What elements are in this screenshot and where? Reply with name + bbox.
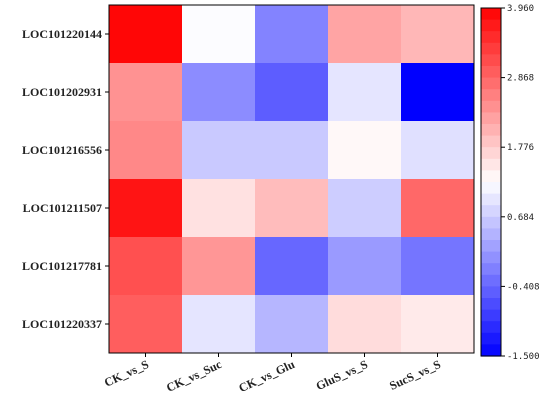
row-label: LOC101220144: [22, 27, 102, 41]
colorbar-tick-label: 3.960: [507, 4, 534, 14]
colorbar-tick-label: 0.684: [507, 213, 534, 223]
colorbar-segment: [481, 54, 501, 67]
colorbar-tick-label: 1.776: [507, 143, 534, 153]
heatmap-cell: [401, 121, 475, 180]
colorbar-segment: [481, 321, 501, 334]
heatmap-cell: [401, 237, 475, 296]
colorbar: 3.960 2.868 1.776 0.684 -0.408 -1.500: [480, 4, 540, 362]
column-label: CK_vs_Suc: [164, 357, 224, 395]
heatmap-cell: [328, 179, 402, 238]
colorbar-segment: [481, 31, 501, 44]
heatmap-cell: [255, 179, 329, 238]
heatmap-cell: [109, 5, 183, 64]
heatmap-cell: [328, 237, 402, 296]
colorbar-border: [480, 7, 502, 357]
heatmap-cell: [255, 121, 329, 180]
colorbar-segment: [481, 124, 501, 137]
heatmap-cell: [182, 237, 256, 296]
colorbar-segment: [481, 263, 501, 276]
row-labels: LOC101220144 LOC101202931 LOC101216556 LOC1…: [22, 27, 109, 331]
colorbar-segment: [481, 332, 501, 345]
colorbar-segment: [481, 228, 501, 241]
column-label: GluS_vs_S: [314, 357, 370, 393]
colorbar-tick-label: -0.408: [507, 282, 540, 292]
colorbar-segment: [481, 344, 501, 357]
row-label: LOC101211507: [23, 201, 102, 215]
colorbar-segment: [481, 309, 501, 322]
heatmap-cell: [328, 295, 402, 354]
heatmap-cell: [182, 63, 256, 122]
colorbar-segment: [481, 240, 501, 253]
heatmap-cell: [182, 5, 256, 64]
heatmap-cell: [328, 5, 402, 64]
heatmap-cell: [109, 237, 183, 296]
row-label: LOC101202931: [22, 85, 102, 99]
colorbar-segment: [481, 193, 501, 206]
row-label: LOC101220337: [22, 317, 102, 331]
heatmap-cell: [182, 121, 256, 180]
column-label: CK_vs_Glu: [236, 357, 297, 395]
heatmap-cell: [255, 63, 329, 122]
colorbar-segment: [481, 274, 501, 287]
heatmap-cell: [401, 63, 475, 122]
colorbar-segment: [481, 8, 501, 21]
heatmap-cell: [401, 179, 475, 238]
heatmap-cell: [255, 5, 329, 64]
column-labels: CK_vs_S CK_vs_Suc CK_vs_Glu GluS_vs_S SucS_v…: [102, 353, 443, 395]
colorbar-segment: [481, 286, 501, 299]
plot-border: [108, 4, 475, 354]
colorbar-segment: [481, 100, 501, 113]
colorbar-segment: [481, 147, 501, 160]
row-label: LOC101217781: [22, 259, 102, 273]
colorbar-tick-label: -1.500: [507, 352, 540, 362]
heatmap-cell: [109, 295, 183, 354]
column-label: SucS_vs_S: [387, 357, 443, 393]
colorbar-segment: [481, 19, 501, 32]
colorbar-segment: [481, 170, 501, 183]
heatmap-cell: [182, 179, 256, 238]
heatmap-frame: [108, 4, 475, 354]
heatmap-cells: [109, 5, 475, 354]
colorbar-segment: [481, 77, 501, 90]
colorbar-segment: [481, 182, 501, 195]
colorbar-segment: [481, 205, 501, 218]
heatmap-cell: [109, 121, 183, 180]
heatmap-cell: [328, 63, 402, 122]
heatmap-cell: [182, 295, 256, 354]
colorbar-tick-label: 2.868: [507, 74, 534, 84]
colorbar-segment: [481, 135, 501, 148]
heatmap-cell: [255, 237, 329, 296]
colorbar-segment: [481, 42, 501, 55]
colorbar-segment: [481, 112, 501, 125]
heatmap-cell: [328, 121, 402, 180]
colorbar-segment: [481, 89, 501, 102]
colorbar-segment: [481, 216, 501, 229]
row-label: LOC101216556: [22, 143, 102, 157]
colorbar-segment: [481, 66, 501, 79]
colorbar-segment: [481, 251, 501, 264]
colorbar-segment: [481, 298, 501, 311]
heatmap-cell: [255, 295, 329, 354]
heatmap-cell: [109, 179, 183, 238]
heatmap-cell: [109, 63, 183, 122]
colorbar-segment: [481, 158, 501, 171]
heatmap-cell: [401, 295, 475, 354]
heatmap-cell: [401, 5, 475, 64]
column-label: CK_vs_S: [102, 357, 151, 390]
